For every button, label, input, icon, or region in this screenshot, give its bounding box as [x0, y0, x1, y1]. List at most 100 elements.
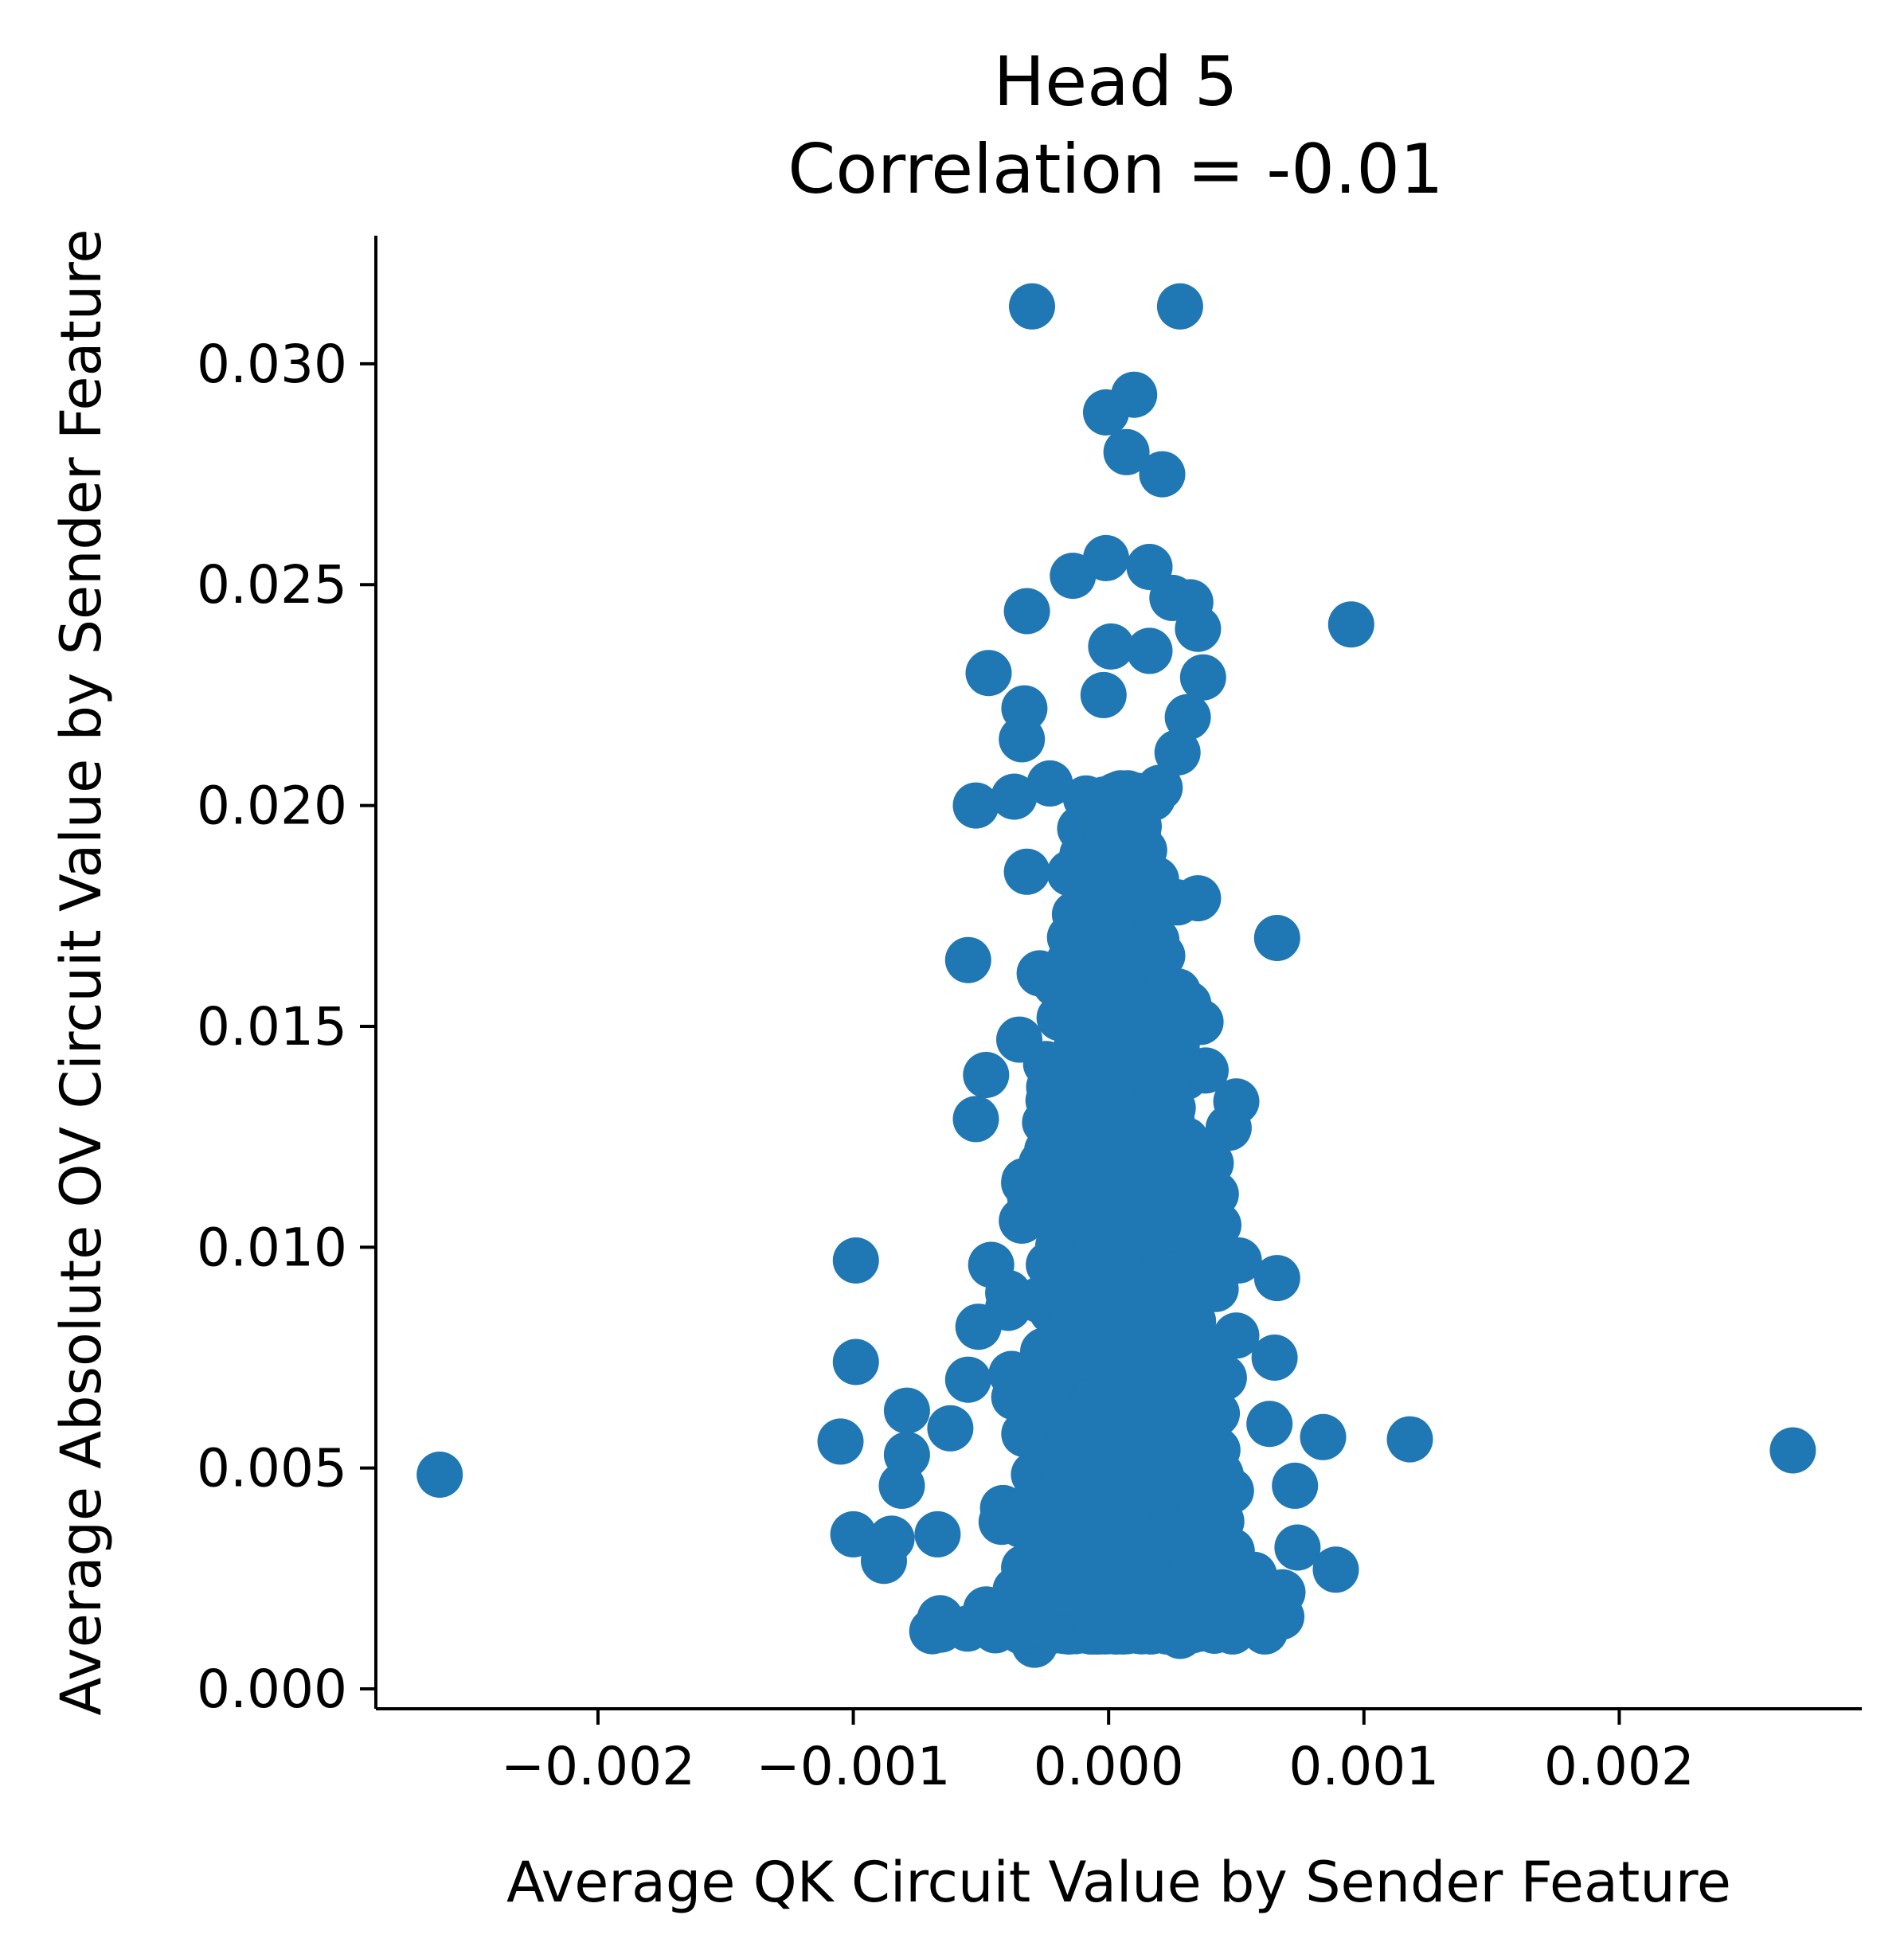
data-point [1022, 1041, 1069, 1088]
data-point [1253, 1255, 1300, 1302]
data-point [1251, 1335, 1298, 1381]
data-point [952, 1096, 999, 1143]
data-point [1089, 1569, 1136, 1616]
data-point [1769, 1427, 1816, 1474]
data-point [1259, 1569, 1306, 1616]
data-point [1166, 1527, 1213, 1574]
data-point [965, 650, 1012, 697]
chart-title-line1: Head 5 [994, 42, 1238, 122]
x-tick-label: −0.001 [756, 1736, 950, 1797]
data-point [991, 773, 1038, 820]
data-point [1179, 654, 1226, 701]
data-point [998, 1502, 1045, 1548]
data-point [1312, 1546, 1359, 1593]
data-point [1025, 1077, 1072, 1124]
data-point [1089, 1151, 1136, 1197]
data-point [1174, 1434, 1221, 1481]
x-axis-ticks: −0.002 −0.001 0.000 0.001 0.002 [501, 1709, 1695, 1797]
data-point [1139, 451, 1186, 498]
data-point [1038, 1568, 1085, 1615]
data-point [1083, 389, 1129, 436]
data-point [1154, 729, 1201, 776]
y-tick-label: 0.015 [197, 996, 347, 1057]
data-point [1272, 1462, 1319, 1509]
data-point [1120, 1002, 1167, 1049]
data-point [1300, 1413, 1347, 1460]
data-point [883, 1387, 930, 1434]
data-point [1009, 283, 1055, 330]
data-point [1065, 841, 1112, 887]
data-point [1327, 601, 1374, 648]
y-tick-label: 0.010 [197, 1217, 347, 1278]
data-point [1126, 627, 1173, 674]
data-point [1069, 1012, 1116, 1059]
data-point [944, 936, 991, 983]
data-point [832, 1237, 879, 1284]
data-point [1105, 1492, 1152, 1539]
data-point [1246, 1401, 1293, 1448]
data-point [1078, 1417, 1125, 1464]
y-tick-label: 0.025 [197, 554, 347, 616]
data-point [1156, 283, 1203, 330]
data-point [1116, 1111, 1162, 1158]
data-point [1044, 966, 1091, 1013]
data-point [1386, 1416, 1433, 1463]
y-tick-label: 0.020 [197, 776, 347, 837]
x-axis-label: Average QK Circuit Value by Sender Featu… [506, 1850, 1731, 1915]
y-tick-label: 0.030 [197, 334, 347, 395]
data-point [927, 1405, 974, 1452]
data-point [1103, 428, 1150, 475]
data-point [1274, 1524, 1321, 1571]
data-point [1072, 1606, 1118, 1653]
y-axis-label: Average Absolute OV Circuit Value by Sen… [49, 229, 114, 1716]
data-point [1089, 904, 1136, 951]
x-tick-label: 0.000 [1034, 1736, 1184, 1797]
data-point [1164, 694, 1211, 741]
data-point [1026, 1241, 1073, 1288]
chart-title-line2: Correlation = -0.01 [788, 130, 1443, 209]
data-point [878, 1462, 925, 1509]
data-point [832, 1339, 879, 1385]
x-tick-label: 0.002 [1544, 1736, 1695, 1797]
y-tick-label: 0.005 [197, 1438, 347, 1499]
data-point [1129, 1343, 1175, 1390]
data-point [1034, 1486, 1081, 1533]
data-point [416, 1452, 463, 1498]
data-point [1174, 1182, 1220, 1229]
data-point [1175, 605, 1222, 652]
data-point [817, 1418, 864, 1465]
data-point [1100, 952, 1147, 999]
data-point [1132, 1155, 1179, 1201]
data-point [952, 782, 999, 829]
data-point [1191, 1608, 1237, 1654]
y-axis-ticks: 0.000 0.005 0.010 0.015 0.020 0.025 0.030 [197, 334, 376, 1720]
data-point [1153, 1022, 1200, 1069]
data-point [914, 1511, 961, 1557]
y-tick-label: 0.000 [197, 1659, 347, 1720]
data-point [861, 1538, 907, 1585]
data-point [1026, 760, 1073, 807]
x-tick-label: 0.001 [1288, 1736, 1439, 1797]
data-point [1003, 848, 1050, 895]
data-point [999, 716, 1046, 763]
data-point [1172, 1318, 1219, 1365]
data-point [1003, 588, 1050, 635]
data-point [1253, 915, 1300, 961]
data-point [1001, 1410, 1048, 1457]
data-point [1080, 671, 1127, 718]
data-point [1147, 1252, 1194, 1299]
data-point [1063, 1456, 1110, 1503]
x-tick-label: −0.002 [501, 1736, 695, 1797]
data-point [1088, 623, 1135, 670]
data-point [1157, 1606, 1204, 1653]
data-point [944, 1356, 991, 1403]
data-point [963, 1052, 1010, 1098]
data-point [1163, 1376, 1210, 1423]
data-point [917, 1606, 964, 1653]
data-point [1213, 1312, 1260, 1359]
data-point [1089, 1065, 1136, 1112]
data-points [416, 283, 1816, 1668]
data-point [1132, 1418, 1179, 1465]
data-point [1097, 1234, 1144, 1281]
